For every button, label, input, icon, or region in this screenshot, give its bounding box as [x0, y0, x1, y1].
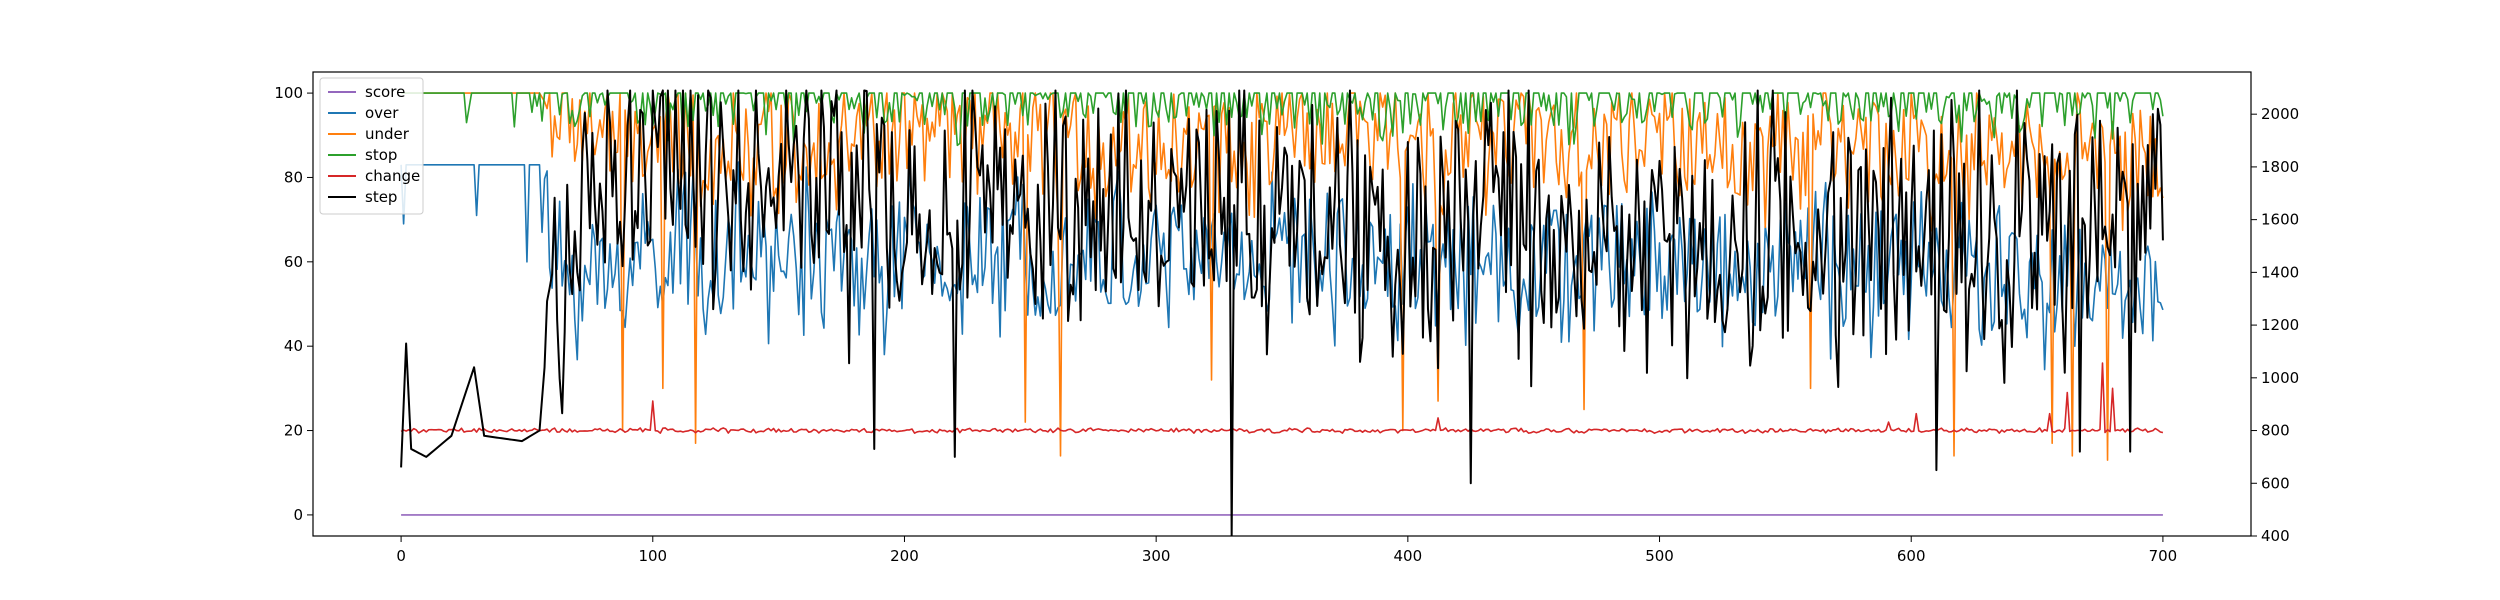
y-tick-label: 100 — [274, 84, 303, 102]
series-line-under — [401, 92, 2164, 461]
legend-label: stop — [365, 146, 397, 164]
legend-label: change — [365, 167, 420, 185]
y2-tick-label: 1800 — [2261, 158, 2299, 176]
y2-tick-label: 1600 — [2261, 211, 2299, 229]
legend: score over under stop change step — [319, 77, 424, 215]
y-axis-left-ticks: 0 20 40 60 80 100 — [274, 84, 313, 524]
x-tick-label: 100 — [638, 547, 667, 565]
y2-tick-label: 2000 — [2261, 105, 2299, 123]
y-axis-right-ticks: 400 600 800 1000 1200 1400 1600 1800 2000 — [2251, 105, 2299, 545]
x-tick-label: 500 — [1645, 547, 1674, 565]
y2-tick-label: 800 — [2261, 422, 2290, 440]
y-tick-label: 20 — [284, 422, 303, 440]
x-tick-label: 400 — [1394, 547, 1423, 565]
y2-tick-label: 1200 — [2261, 316, 2299, 334]
plot-frame — [312, 71, 2252, 537]
x-tick-label: 700 — [2149, 547, 2178, 565]
y2-tick-label: 1400 — [2261, 263, 2299, 281]
x-tick-label: 600 — [1897, 547, 1926, 565]
legend-label: over — [365, 104, 399, 122]
series-line-change — [400, 362, 2164, 434]
x-axis-ticks: 0 100 200 300 400 500 600 700 — [396, 536, 2177, 565]
x-tick-label: 300 — [1142, 547, 1171, 565]
y2-tick-label: 600 — [2261, 474, 2290, 492]
y-tick-label: 40 — [284, 337, 303, 355]
y-tick-label: 0 — [293, 506, 303, 524]
y-tick-label: 80 — [284, 168, 303, 186]
series-line-step — [400, 89, 2164, 536]
y2-tick-label: 1000 — [2261, 369, 2299, 387]
y2-tick-label: 400 — [2261, 527, 2290, 545]
series-line-stop — [401, 92, 2164, 147]
legend-label: under — [365, 125, 410, 143]
y-tick-label: 60 — [284, 253, 303, 271]
legend-label: score — [365, 83, 405, 101]
legend-label: step — [365, 188, 397, 206]
x-tick-label: 200 — [890, 547, 919, 565]
x-tick-label: 0 — [396, 547, 406, 565]
series-layer — [400, 89, 2164, 536]
